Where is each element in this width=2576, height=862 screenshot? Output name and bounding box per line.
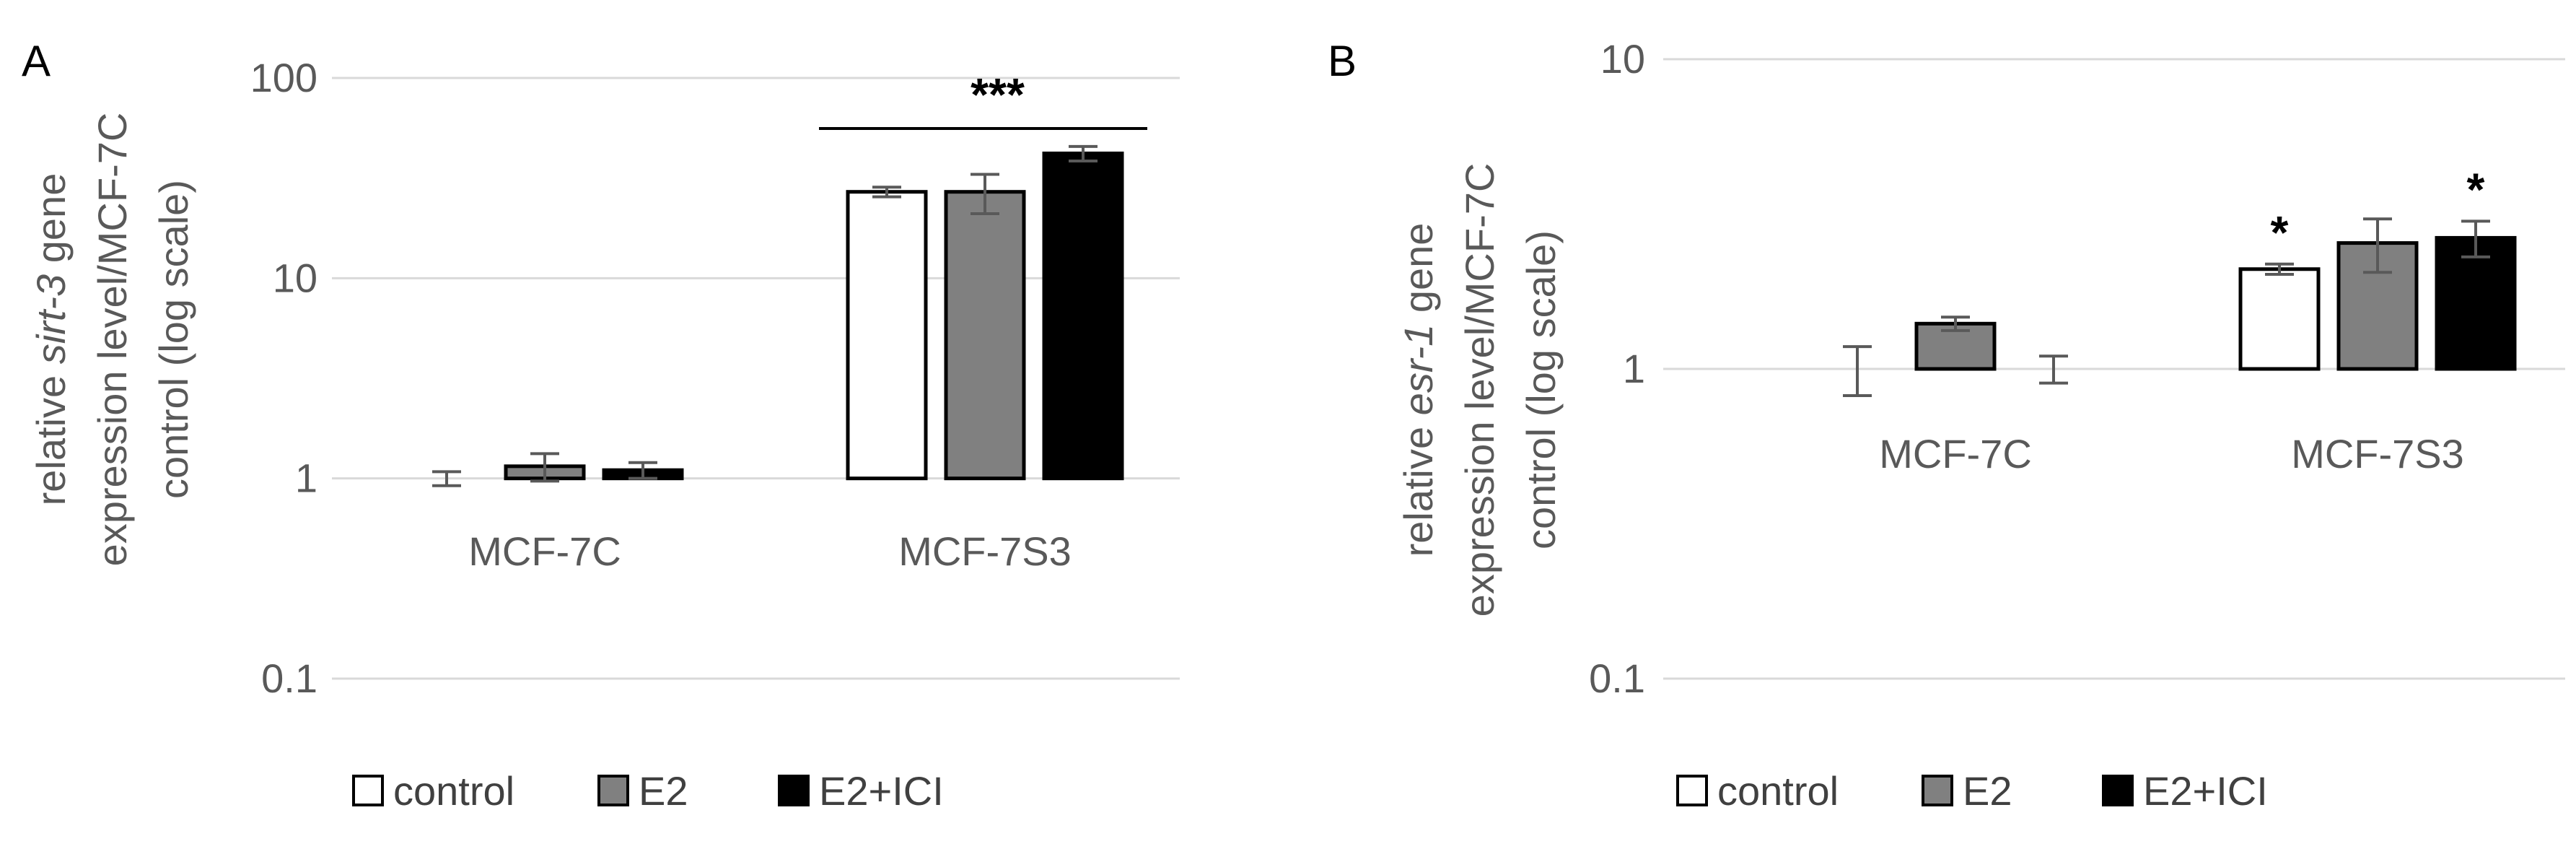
y-tick-label: 1	[1623, 346, 1645, 391]
panel-b-ylabel-line1: relative esr-1 gene	[1396, 223, 1441, 557]
category-label: MCF-7C	[1879, 431, 2032, 476]
bar	[2435, 235, 2517, 371]
legend-swatch	[1922, 775, 1953, 806]
category-label: MCF-7S3	[898, 528, 1072, 574]
error-bar	[628, 461, 657, 480]
panel-a-tick-labels: 0.1 1 10 100	[250, 55, 317, 701]
legend-item: control	[352, 768, 514, 814]
legend-item: E2	[1922, 768, 2012, 814]
y-tick-label: 0.1	[1589, 656, 1645, 701]
y-tick-label: 10	[1600, 36, 1645, 82]
panel-b-category-labels: MCF-7C MCF-7S3	[1879, 431, 2464, 476]
error-bar	[2363, 217, 2392, 274]
panel-b-gridlines	[1663, 58, 2565, 680]
panel-a-bars	[504, 151, 1124, 481]
bar	[944, 190, 1026, 481]
panel-a-annotations: ***	[819, 69, 1147, 130]
y-tick-label: 10	[273, 255, 317, 300]
significance-marker: *	[2271, 206, 2289, 258]
error-bar	[2461, 219, 2490, 258]
panel-b-annotations: **	[2271, 163, 2485, 258]
error-bar	[2039, 354, 2068, 385]
legend-label: control	[393, 768, 514, 814]
legend-label: E2+ICI	[2143, 768, 2268, 814]
y-tick-label: 0.1	[261, 656, 317, 701]
panel-a-legend: control E2 E2+ICI	[352, 768, 944, 814]
error-bar	[971, 173, 999, 215]
error-bar	[1941, 315, 1970, 332]
panel-a: A 0.1 1 10 100 MCF-7C MCF-7S3 *** relative s…	[22, 37, 1180, 814]
panel-a-letter: A	[22, 37, 51, 85]
legend-label: E2+ICI	[819, 768, 944, 814]
legend-swatch	[1676, 775, 1708, 806]
error-bar	[1069, 144, 1098, 162]
panel-b-ylabel-line2: expression level/MCF-7C	[1457, 163, 1502, 617]
legend-swatch	[778, 775, 810, 806]
panel-b-bars	[1914, 235, 2517, 371]
panel-a-category-labels: MCF-7C MCF-7S3	[468, 528, 1072, 574]
panel-a-error-bars	[432, 144, 1098, 487]
error-bar	[872, 186, 901, 199]
error-bar	[1843, 345, 1872, 397]
panel-b-legend: control E2 E2+ICI	[1676, 768, 2268, 814]
legend-item: control	[1676, 768, 1839, 814]
error-bar	[530, 452, 559, 483]
legend-label: E2	[1963, 768, 2012, 814]
legend-swatch	[2102, 775, 2134, 806]
bar	[846, 190, 928, 481]
panel-b-letter: B	[1328, 37, 1357, 85]
panel-a-ylabel-line2: expression level/MCF-7C	[89, 113, 135, 567]
y-tick-label: 100	[250, 55, 317, 100]
panel-b-error-bars	[1843, 217, 2490, 397]
error-bar	[2265, 262, 2294, 277]
category-label: MCF-7S3	[2291, 431, 2464, 476]
legend-item: E2+ICI	[2102, 768, 2268, 814]
legend-item: E2	[597, 768, 688, 814]
bar	[1042, 151, 1124, 481]
bar	[2238, 267, 2321, 371]
legend-swatch	[352, 775, 384, 806]
y-tick-label: 1	[295, 456, 317, 501]
significance-marker: ***	[971, 69, 1025, 121]
panel-a-ylabel-line3: control (log scale)	[151, 180, 196, 499]
legend-item: E2+ICI	[778, 768, 944, 814]
significance-marker: *	[2467, 163, 2485, 215]
legend-label: E2	[639, 768, 688, 814]
error-bar	[432, 470, 461, 487]
panel-b-tick-labels: 0.1 1 10	[1589, 36, 1645, 701]
panel-b-ylabel-line3: control (log scale)	[1518, 230, 1564, 549]
panel-a-ylabel-line1: relative sirt-3 gene	[28, 173, 74, 506]
panel-a-gridlines	[332, 77, 1180, 680]
category-label: MCF-7C	[468, 528, 621, 574]
legend-swatch	[597, 775, 629, 806]
legend-label: control	[1717, 768, 1839, 814]
